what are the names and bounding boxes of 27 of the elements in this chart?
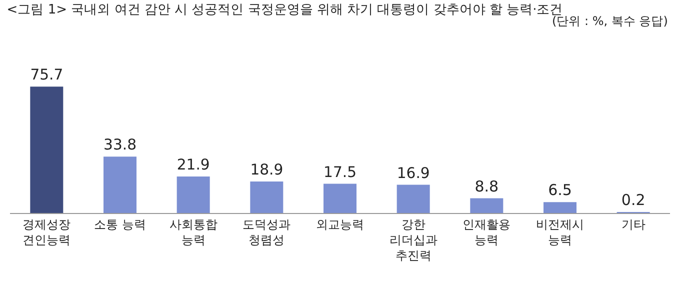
x-tick-label: 비전제시 능력 <box>536 217 584 247</box>
bar <box>470 198 504 213</box>
bar <box>176 176 210 213</box>
data-label: 6.5 <box>548 181 572 200</box>
bar <box>104 156 136 213</box>
data-label: 33.8 <box>104 136 136 154</box>
data-label: 75.7 <box>30 66 64 84</box>
x-tick-label: 기타 <box>621 217 646 232</box>
chart-subtitle: (단위 : %, 복수 응답) <box>552 14 668 28</box>
x-tick-label: 소통 능력 <box>94 217 146 232</box>
bar <box>30 86 64 213</box>
data-label: 21.9 <box>176 156 210 174</box>
x-tick-label: 인재활용 능력 <box>462 217 511 247</box>
data-label: 16.9 <box>396 164 430 182</box>
data-label: 8.8 <box>474 177 499 196</box>
bar <box>250 181 284 213</box>
bar <box>324 184 356 213</box>
x-tick-label: 사회통합 능력 <box>169 217 218 247</box>
data-label: 0.2 <box>621 191 646 209</box>
bar <box>544 202 576 213</box>
data-label: 17.5 <box>324 164 356 181</box>
x-tick-label: 경제성장 견인능력 <box>22 217 71 247</box>
x-tick-label: 강한 리더십과 추진력 <box>389 217 438 263</box>
x-tick-label: 외교능력 <box>316 217 364 232</box>
bar <box>396 184 430 213</box>
x-tick-label: 도덕성과 청렴성 <box>242 217 291 247</box>
data-label: 18.9 <box>250 162 284 178</box>
